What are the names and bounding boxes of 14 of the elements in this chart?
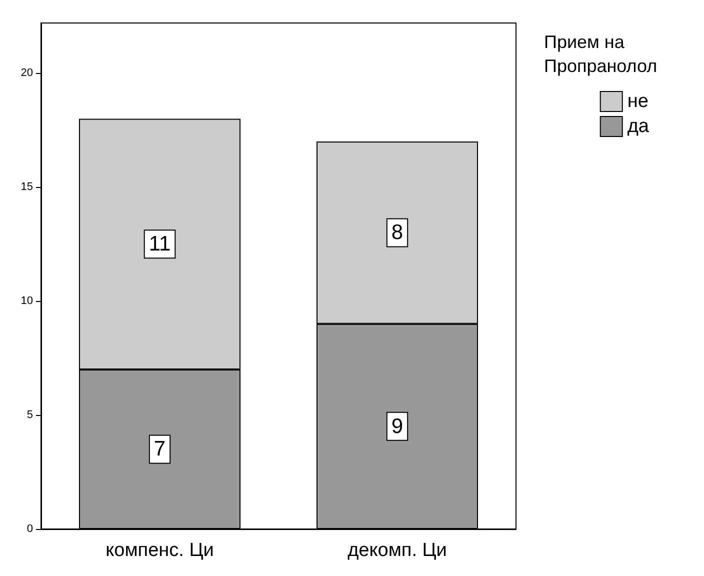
data-label: 7 <box>154 438 166 461</box>
data-label: 8 <box>391 221 404 244</box>
y-tick-label: 0 <box>26 523 33 535</box>
y-tick-label: 20 <box>20 67 33 80</box>
legend-label: да <box>627 116 650 137</box>
x-tick-label: компенс. Ци <box>106 540 214 561</box>
data-label: 11 <box>148 232 171 256</box>
y-tick-label: 15 <box>20 181 33 194</box>
data-label: 9 <box>391 414 404 438</box>
y-tick-label: 5 <box>26 409 33 422</box>
y-tick-label: 10 <box>20 295 33 308</box>
x-tick-label: декомп. Ци <box>348 540 447 561</box>
legend-label: не <box>627 91 648 112</box>
legend-title: Прием на Пропранолол <box>544 32 658 76</box>
